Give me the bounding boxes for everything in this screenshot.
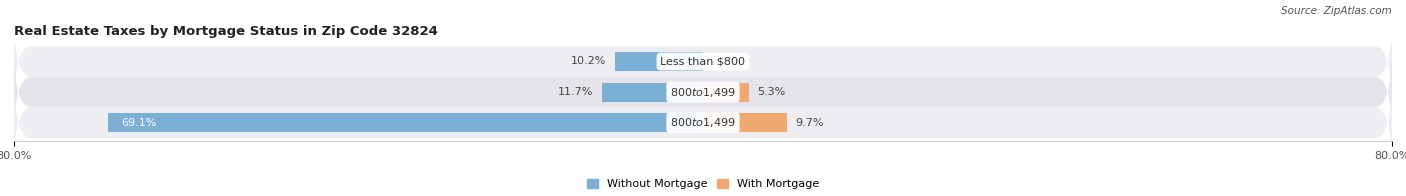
Text: Real Estate Taxes by Mortgage Status in Zip Code 32824: Real Estate Taxes by Mortgage Status in … — [14, 25, 437, 38]
Bar — [616, 52, 703, 71]
FancyBboxPatch shape — [14, 15, 1392, 107]
Text: Source: ZipAtlas.com: Source: ZipAtlas.com — [1281, 6, 1392, 16]
Text: Less than $800: Less than $800 — [661, 56, 745, 66]
Bar — [703, 113, 786, 132]
Text: $800 to $1,499: $800 to $1,499 — [671, 86, 735, 99]
Legend: Without Mortgage, With Mortgage: Without Mortgage, With Mortgage — [588, 179, 818, 190]
Text: $800 to $1,499: $800 to $1,499 — [671, 116, 735, 129]
FancyBboxPatch shape — [14, 77, 1392, 169]
Text: 0.0%: 0.0% — [711, 56, 740, 66]
Text: 9.7%: 9.7% — [796, 118, 824, 128]
Text: 10.2%: 10.2% — [571, 56, 606, 66]
Text: 69.1%: 69.1% — [121, 118, 156, 128]
Bar — [602, 83, 703, 102]
Bar — [703, 83, 748, 102]
FancyBboxPatch shape — [14, 46, 1392, 138]
Text: 11.7%: 11.7% — [558, 87, 593, 97]
Text: 5.3%: 5.3% — [758, 87, 786, 97]
Bar — [108, 113, 703, 132]
